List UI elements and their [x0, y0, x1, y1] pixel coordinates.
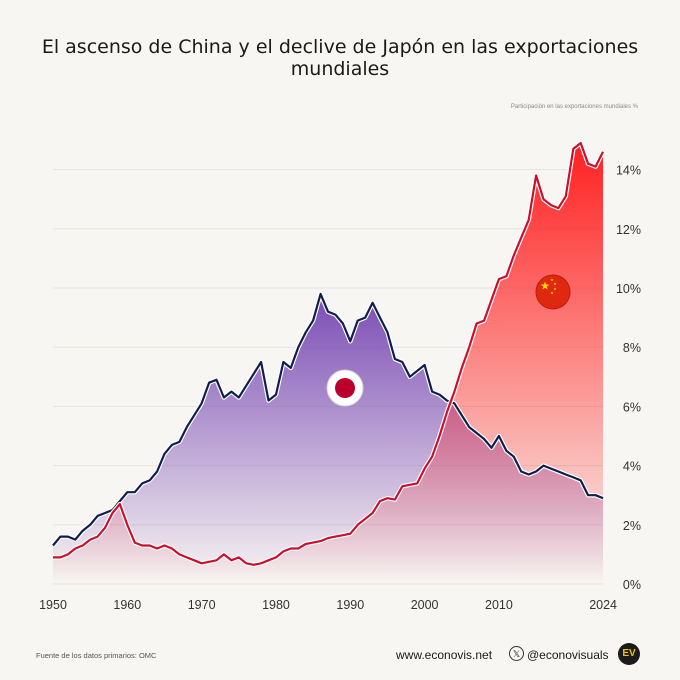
- japan-line: [52, 292, 604, 547]
- source-note: Fuente de los datos primarios: OMC: [36, 651, 157, 660]
- flag-layer: [326, 274, 571, 407]
- y-tick-label: 6%: [623, 400, 641, 414]
- x-tick-label: 1950: [39, 598, 67, 612]
- china-line: [53, 141, 604, 566]
- x-logo-icon: 𝕏: [509, 646, 524, 661]
- china-area: [53, 143, 603, 584]
- y-tick-labels: 0% 2% 4% 6% 8% 10% 12% 14%: [616, 164, 641, 592]
- x-tick-label: 1960: [113, 598, 141, 612]
- y-tick-label: 8%: [623, 341, 641, 355]
- y-tick-label: 10%: [616, 282, 641, 296]
- y-tick-label: 4%: [623, 460, 641, 474]
- line-layer: [51, 140, 606, 568]
- x-tick-label: 1990: [336, 598, 364, 612]
- website-link[interactable]: www.econovis.net: [396, 648, 493, 662]
- y-tick-label: 12%: [616, 223, 641, 237]
- y-tick-label: 0%: [623, 578, 641, 592]
- y-tick-label: 2%: [623, 519, 641, 533]
- econovis-logo: EV: [618, 643, 640, 665]
- x-tick-label: 2024: [589, 598, 617, 612]
- x-tick-label: 1980: [262, 598, 290, 612]
- chart-title: El ascenso de China y el declive de Japó…: [41, 36, 639, 80]
- x-tick-label: 2010: [485, 598, 513, 612]
- japan-flag-icon: [326, 369, 364, 407]
- china-flag-icon: [535, 274, 571, 310]
- social-handle[interactable]: @econovisuals: [527, 648, 609, 662]
- x-tick-labels: 1950 1960 1970 1980 1990 2000 2010 2024: [39, 598, 617, 612]
- y-tick-label: 14%: [616, 164, 641, 178]
- x-tick-label: 1970: [188, 598, 216, 612]
- y-axis-label: Participación en las exportaciones mundi…: [510, 104, 638, 110]
- x-tick-label: 2000: [411, 598, 439, 612]
- area-layer: [53, 143, 603, 584]
